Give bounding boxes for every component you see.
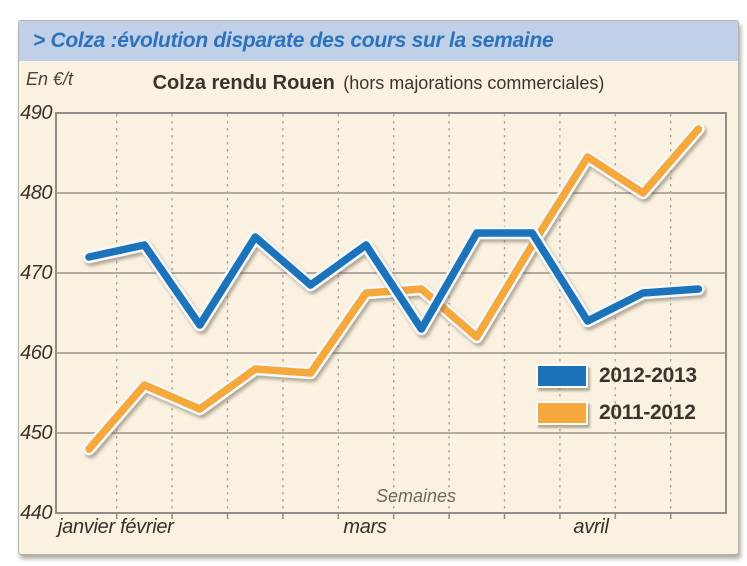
x-axis-label: Semaines [375, 486, 457, 506]
article-title: > Colza :évolution disparate des cours s… [33, 29, 554, 52]
y-axis-tick-label: 460 [20, 342, 52, 364]
legend-swatch-2011-2012-icon [536, 401, 588, 425]
legend-item-2011-2012: 2011-2012 [536, 401, 697, 425]
series-line-2012-2013 [82, 226, 705, 336]
chart-title-note: (hors majorations commerciales) [343, 73, 605, 93]
y-axis-tick-label: 470 [20, 262, 52, 284]
chart-card: > Colza :évolution disparate des cours s… [18, 20, 739, 555]
y-axis-tick-label: 450 [20, 422, 52, 444]
y-axis-unit-label: En €/t [26, 69, 74, 89]
legend-label-2011-2012: 2011-2012 [599, 401, 696, 424]
chart-title: Colza rendu Rouen (hors majorations comm… [19, 72, 738, 95]
legend-item-2012-2013: 2012-2013 [536, 364, 697, 388]
legend-label-2012-2013: 2012-2013 [599, 364, 697, 387]
chart-title-main: Colza rendu Rouen [152, 72, 335, 94]
series-core-2012-2013 [85, 229, 703, 333]
line-chart-plot-area [55, 112, 727, 519]
legend-swatch-2012-2013-icon [536, 364, 588, 388]
y-axis-tick-label: 480 [20, 182, 52, 204]
x-axis-month-avril: avril [573, 516, 609, 538]
plot-border [55, 112, 727, 514]
y-axis-tick-label: 440 [20, 502, 52, 524]
legend: 2012-2013 2011-2012 [536, 364, 697, 425]
x-axis-month-mars: mars [343, 516, 387, 538]
y-axis-tick-label: 490 [20, 102, 52, 124]
article-title-bar: > Colza :évolution disparate des cours s… [19, 21, 738, 61]
x-axis-month-janvier-fevrier: janvier février [58, 516, 174, 538]
